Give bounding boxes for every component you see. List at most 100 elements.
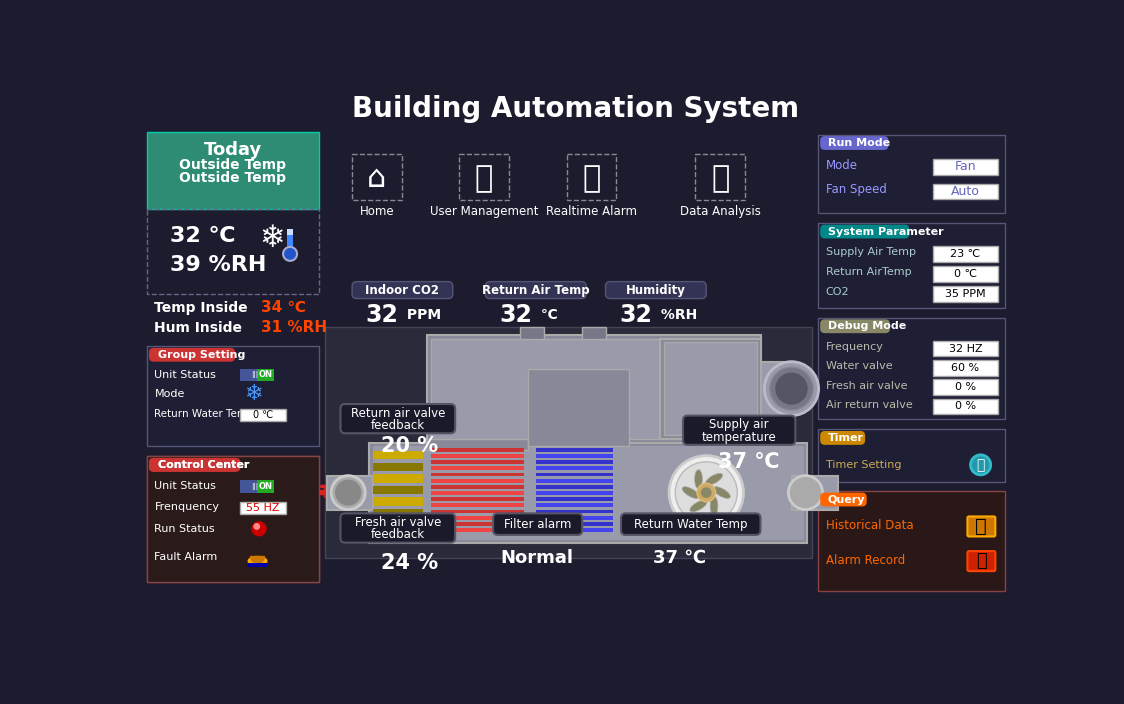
Text: 32: 32: [499, 303, 532, 327]
Bar: [818, 429, 1005, 482]
FancyBboxPatch shape: [821, 320, 890, 333]
Bar: [933, 159, 998, 175]
Text: 39 %RH: 39 %RH: [170, 256, 266, 275]
Bar: [536, 466, 614, 470]
Text: Control Center: Control Center: [157, 460, 248, 470]
Bar: [432, 515, 524, 520]
Text: Temp Inside: Temp Inside: [154, 301, 248, 315]
FancyBboxPatch shape: [821, 136, 888, 150]
Text: Home: Home: [360, 205, 395, 218]
Ellipse shape: [713, 486, 731, 498]
Text: PPM: PPM: [402, 308, 442, 322]
Bar: [373, 520, 424, 529]
FancyBboxPatch shape: [821, 431, 865, 445]
Text: 👤: 👤: [474, 164, 493, 193]
Text: Return air valve: Return air valve: [351, 407, 445, 420]
FancyBboxPatch shape: [821, 225, 909, 239]
Text: Return Air Temp: Return Air Temp: [482, 284, 590, 296]
Text: 32: 32: [365, 303, 399, 327]
Text: feedback: feedback: [371, 419, 425, 432]
Bar: [147, 346, 319, 446]
Bar: [566, 153, 616, 200]
Text: 32 ℃: 32 ℃: [170, 226, 235, 246]
Bar: [663, 342, 756, 435]
Bar: [536, 497, 614, 501]
Text: CO2: CO2: [826, 287, 850, 297]
FancyBboxPatch shape: [968, 551, 996, 571]
Text: ❄: ❄: [244, 384, 262, 404]
Bar: [239, 408, 287, 421]
Bar: [326, 476, 373, 510]
Bar: [933, 360, 998, 375]
Text: feedback: feedback: [371, 529, 425, 541]
Bar: [933, 379, 998, 395]
Text: Outside Temp: Outside Temp: [179, 158, 287, 172]
Bar: [432, 528, 524, 532]
Text: Fan: Fan: [954, 161, 977, 173]
Bar: [536, 454, 614, 458]
Bar: [239, 480, 256, 493]
Bar: [933, 266, 998, 282]
Text: Timer Setting: Timer Setting: [826, 460, 901, 470]
Bar: [373, 486, 424, 494]
Text: 35 PPM: 35 PPM: [945, 289, 986, 299]
Bar: [818, 491, 1005, 591]
FancyBboxPatch shape: [606, 282, 706, 298]
Text: 0 %: 0 %: [955, 382, 976, 392]
Text: Outside Temp: Outside Temp: [179, 171, 287, 185]
Text: Supply Air Temp: Supply Air Temp: [826, 247, 916, 258]
Bar: [536, 472, 614, 477]
Bar: [536, 503, 614, 507]
Text: Unit Status: Unit Status: [154, 370, 216, 379]
Text: Indoor CO2: Indoor CO2: [365, 284, 439, 296]
Text: 🔔: 🔔: [976, 552, 987, 570]
Bar: [933, 287, 998, 301]
Text: Return AirTemp: Return AirTemp: [826, 268, 912, 277]
Text: Hum Inside: Hum Inside: [154, 321, 243, 335]
Bar: [528, 370, 628, 446]
Text: |||: |||: [251, 371, 259, 378]
Text: 0 ℃: 0 ℃: [253, 410, 273, 420]
Bar: [373, 463, 424, 471]
Bar: [256, 480, 274, 493]
Circle shape: [254, 524, 260, 529]
FancyBboxPatch shape: [149, 458, 238, 472]
FancyBboxPatch shape: [149, 458, 241, 472]
Text: Water valve: Water valve: [826, 361, 892, 371]
Bar: [536, 460, 614, 464]
Circle shape: [770, 367, 813, 410]
Bar: [520, 327, 544, 339]
Text: Mode: Mode: [826, 159, 858, 172]
Bar: [248, 562, 266, 567]
Bar: [239, 502, 287, 514]
Bar: [432, 497, 524, 501]
Bar: [459, 153, 509, 200]
Text: Frenquency: Frenquency: [154, 502, 219, 513]
Text: Return Water Temp: Return Water Temp: [634, 517, 747, 531]
Bar: [536, 448, 614, 452]
Bar: [147, 456, 319, 582]
Bar: [432, 339, 756, 439]
Text: Filter alarm: Filter alarm: [504, 517, 571, 531]
Text: 34 ℃: 34 ℃: [262, 301, 307, 315]
Text: ON: ON: [259, 370, 272, 379]
Circle shape: [336, 480, 361, 505]
Bar: [660, 339, 761, 439]
Ellipse shape: [248, 556, 266, 566]
Bar: [256, 369, 274, 381]
Text: %RH: %RH: [656, 308, 697, 322]
Text: Auto: Auto: [951, 185, 980, 198]
Circle shape: [776, 373, 807, 404]
Bar: [536, 528, 614, 532]
Bar: [761, 362, 796, 415]
Bar: [147, 456, 319, 582]
Circle shape: [788, 476, 823, 510]
Text: Fresh air valve: Fresh air valve: [826, 381, 907, 391]
Bar: [536, 491, 614, 495]
Text: Debug Mode: Debug Mode: [828, 321, 906, 332]
Text: Supply air: Supply air: [709, 418, 769, 432]
Ellipse shape: [706, 473, 723, 485]
Text: 0 ℃: 0 ℃: [954, 269, 977, 279]
Text: temperature: temperature: [701, 431, 777, 444]
Ellipse shape: [710, 496, 718, 515]
